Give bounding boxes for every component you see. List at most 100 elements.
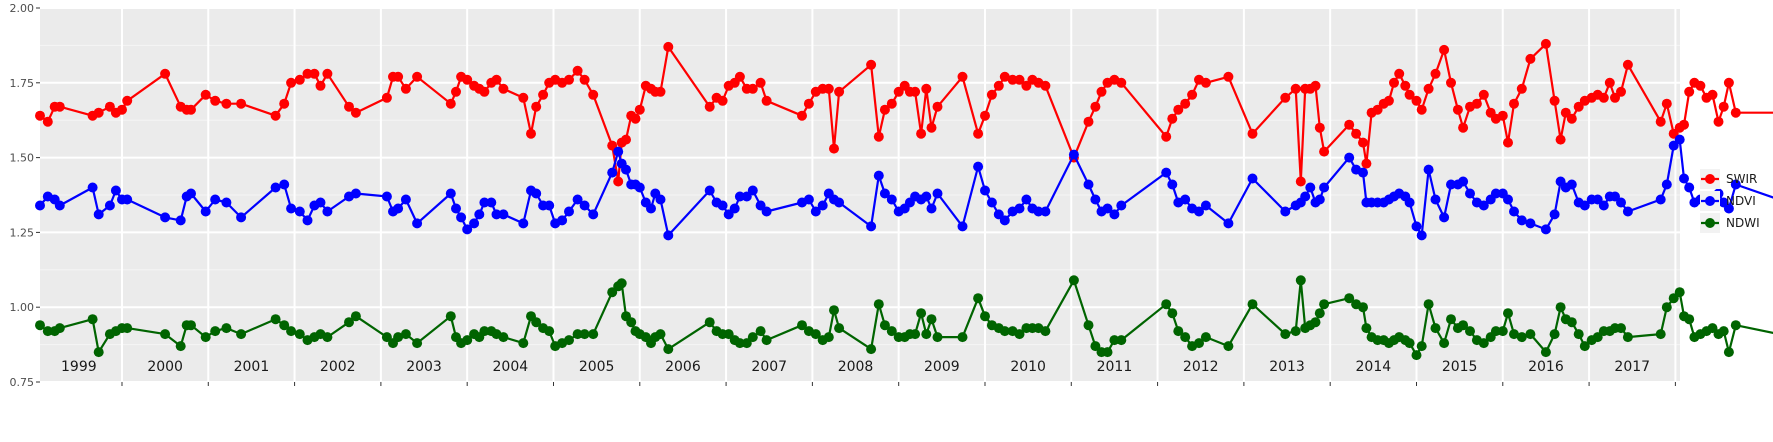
data-point-swir xyxy=(1223,71,1234,82)
year-label: 2013 xyxy=(1269,359,1305,375)
data-point-ndwi xyxy=(1040,326,1051,337)
data-point-swir xyxy=(1167,113,1178,124)
data-point-swir xyxy=(1540,38,1551,49)
data-point-ndvi xyxy=(1416,230,1427,241)
data-point-ndvi xyxy=(704,185,715,196)
data-point-ndvi xyxy=(1068,149,1079,160)
data-point-ndvi xyxy=(175,215,186,226)
data-point-ndwi xyxy=(381,332,392,343)
data-point-ndvi xyxy=(445,188,456,199)
data-point-swir xyxy=(451,86,461,97)
data-point-ndwi xyxy=(1592,332,1603,343)
data-point-ndvi xyxy=(810,206,821,217)
data-point-ndwi xyxy=(1200,332,1211,343)
data-point-ndvi xyxy=(35,200,45,211)
y-tick-label: 1.00 xyxy=(10,301,35,314)
data-point-swir xyxy=(1616,86,1626,97)
data-point-ndwi xyxy=(221,323,232,334)
data-point-ndvi xyxy=(1566,179,1577,190)
data-point-swir xyxy=(1400,80,1411,91)
data-point-swir xyxy=(1661,98,1672,109)
data-point-ndwi xyxy=(1490,326,1501,337)
data-point-ndvi xyxy=(729,203,740,214)
data-point-swir xyxy=(663,41,674,52)
data-point-ndwi xyxy=(1718,326,1729,337)
year-label: 2015 xyxy=(1442,359,1478,375)
data-point-ndvi xyxy=(1490,188,1501,199)
data-point-swir xyxy=(302,68,313,79)
data-point-swir xyxy=(621,134,631,145)
data-point-ndvi xyxy=(1014,203,1025,214)
data-point-ndwi xyxy=(186,320,196,331)
data-point-swir xyxy=(1655,116,1666,127)
legend-key-point xyxy=(1705,174,1715,184)
data-point-ndwi xyxy=(810,329,821,340)
data-point-ndwi xyxy=(1358,302,1368,313)
year-label: 2012 xyxy=(1183,359,1219,375)
data-point-ndvi xyxy=(294,206,305,217)
data-point-ndvi xyxy=(1247,173,1258,184)
data-point-ndvi xyxy=(817,200,828,211)
year-label: 2014 xyxy=(1356,359,1392,375)
data-point-ndvi xyxy=(1423,164,1434,175)
data-point-ndvi xyxy=(160,212,171,223)
data-point-swir xyxy=(381,92,392,103)
data-point-swir xyxy=(518,92,529,103)
data-point-ndvi xyxy=(873,170,884,181)
data-point-ndwi xyxy=(1458,320,1469,331)
series-ndwi xyxy=(35,275,1773,361)
data-point-swir xyxy=(1161,131,1172,142)
data-point-ndvi xyxy=(315,197,326,208)
series-ndvi xyxy=(35,134,1773,241)
data-point-ndwi xyxy=(35,320,45,331)
data-point-swir xyxy=(350,107,361,118)
data-point-ndwi xyxy=(910,329,921,340)
data-point-ndwi xyxy=(1478,338,1489,349)
data-point-ndvi xyxy=(400,194,411,205)
year-label: 2005 xyxy=(579,359,615,375)
data-point-ndvi xyxy=(350,188,361,199)
data-point-swir xyxy=(1173,104,1184,115)
data-point-swir xyxy=(1116,77,1127,88)
data-point-ndwi xyxy=(175,341,186,352)
data-point-ndvi xyxy=(1458,176,1469,187)
x-axis: 1999 2000 2001 2002 2003 2004 2005 2006 2007 2008… xyxy=(61,359,1676,386)
data-point-ndvi xyxy=(717,200,728,211)
data-point-ndwi xyxy=(87,314,98,325)
data-point-swir xyxy=(634,104,645,115)
data-point-swir xyxy=(1446,77,1456,88)
data-point-swir xyxy=(986,89,997,100)
data-point-ndvi xyxy=(279,179,290,190)
data-point-swir xyxy=(879,104,890,115)
data-point-ndvi xyxy=(1516,215,1527,226)
data-point-ndvi xyxy=(221,197,232,208)
series-swir xyxy=(35,38,1773,187)
data-point-ndwi xyxy=(973,293,984,304)
data-point-swir xyxy=(1713,116,1724,127)
data-point-ndvi xyxy=(1616,197,1626,208)
data-point-swir xyxy=(322,68,333,79)
data-point-swir xyxy=(479,86,490,97)
data-point-ndwi xyxy=(579,329,590,340)
data-point-swir xyxy=(999,71,1010,82)
data-point-ndvi xyxy=(393,203,404,214)
data-point-ndwi xyxy=(1684,314,1695,325)
data-point-swir xyxy=(393,71,404,82)
data-point-ndvi xyxy=(1592,194,1603,205)
data-point-swir xyxy=(270,110,281,121)
data-point-ndwi xyxy=(1416,341,1427,352)
data-point-swir xyxy=(1351,128,1362,139)
data-point-swir xyxy=(122,95,133,106)
data-point-swir xyxy=(1247,128,1258,139)
data-point-ndwi xyxy=(1116,335,1127,346)
data-point-ndwi xyxy=(834,323,845,334)
data-point-ndvi xyxy=(302,215,313,226)
data-point-ndwi xyxy=(916,308,927,319)
data-point-swir xyxy=(1684,86,1695,97)
data-point-ndwi xyxy=(1161,299,1172,310)
data-point-ndwi xyxy=(236,329,247,340)
data-point-swir xyxy=(704,101,715,112)
data-point-swir xyxy=(1187,89,1198,100)
data-point-swir xyxy=(54,101,65,112)
data-point-swir xyxy=(1295,176,1306,187)
